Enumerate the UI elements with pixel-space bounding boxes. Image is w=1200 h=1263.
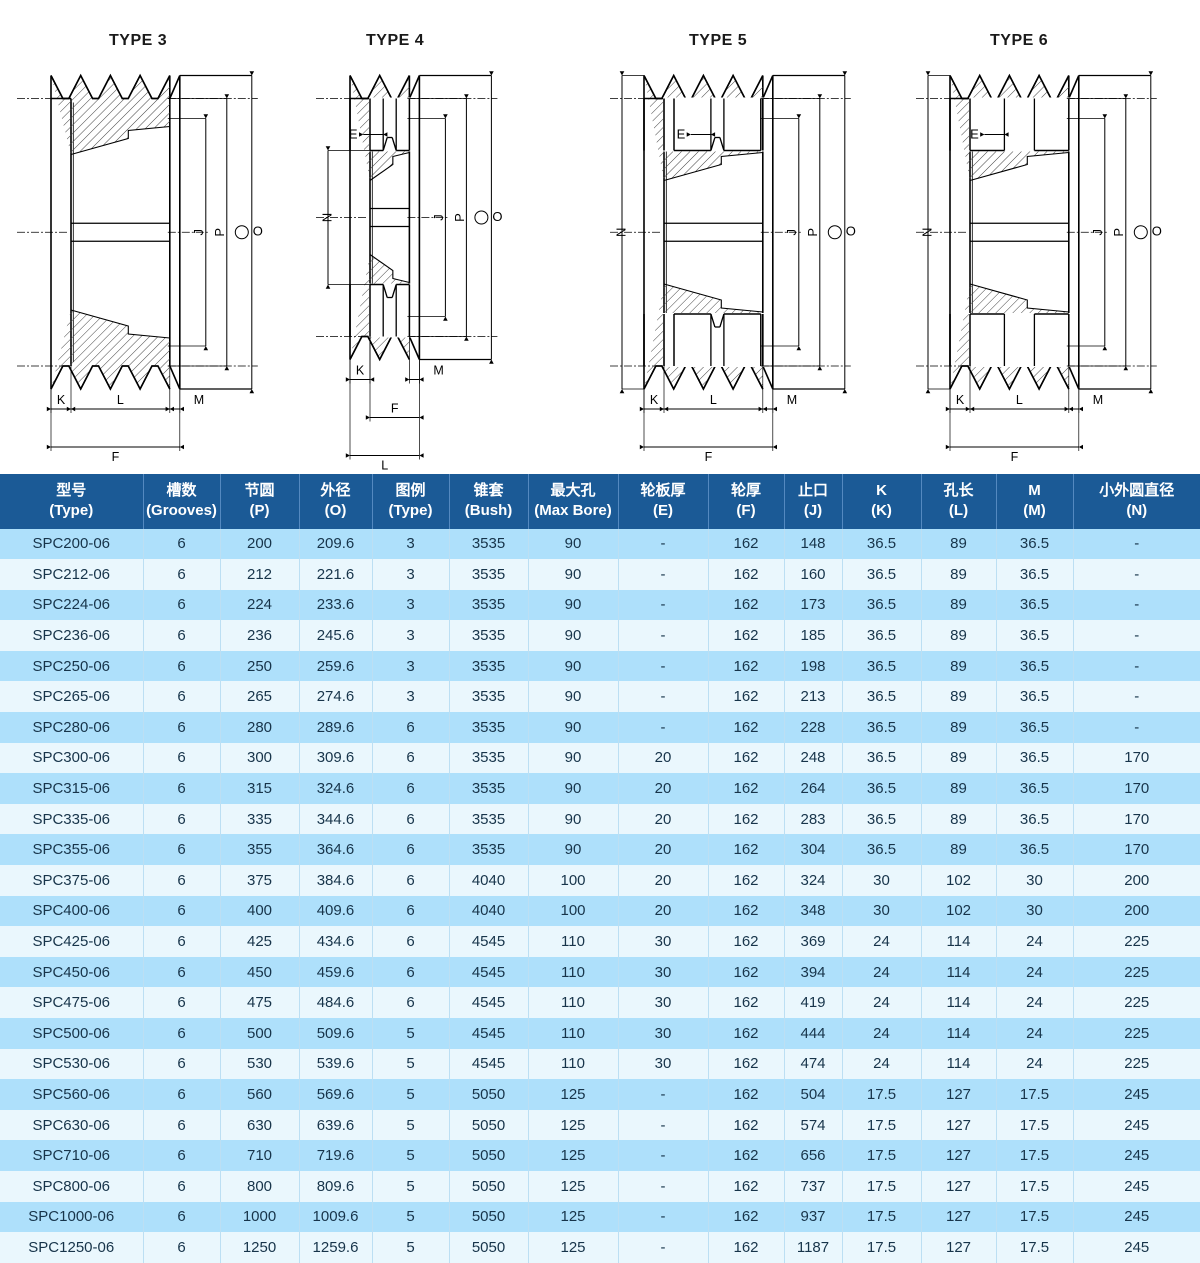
svg-text:M: M (787, 393, 797, 407)
svg-text:J: J (431, 214, 446, 221)
svg-text:L: L (710, 393, 717, 407)
svg-text:O: O (1152, 224, 1162, 239)
svg-text:N: N (919, 228, 934, 237)
svg-text:E: E (349, 127, 358, 142)
svg-text:P: P (212, 228, 227, 237)
svg-text:J: J (1090, 229, 1105, 236)
svg-text:K: K (356, 364, 365, 378)
svg-text:O: O (253, 224, 263, 239)
svg-text:O: O (492, 209, 502, 224)
svg-text:J: J (191, 229, 206, 236)
svg-text:M: M (1093, 393, 1103, 407)
svg-text:L: L (381, 459, 388, 473)
svg-text:P: P (805, 228, 820, 237)
svg-text:K: K (956, 393, 965, 407)
svg-text:F: F (1011, 450, 1019, 464)
svg-text:N: N (613, 228, 628, 237)
svg-text:J: J (784, 229, 799, 236)
svg-text:O: O (846, 224, 856, 239)
svg-text:F: F (391, 402, 399, 416)
svg-text:L: L (1016, 393, 1023, 407)
svg-text:P: P (452, 213, 467, 222)
svg-text:M: M (433, 364, 443, 378)
svg-text:F: F (112, 450, 120, 464)
svg-text:L: L (117, 393, 124, 407)
svg-text:N: N (319, 213, 334, 222)
svg-text:E: E (970, 127, 979, 142)
svg-text:K: K (650, 393, 659, 407)
svg-text:K: K (57, 393, 66, 407)
svg-text:E: E (677, 127, 686, 142)
svg-text:M: M (194, 393, 204, 407)
svg-text:P: P (1111, 228, 1126, 237)
svg-text:F: F (705, 450, 713, 464)
